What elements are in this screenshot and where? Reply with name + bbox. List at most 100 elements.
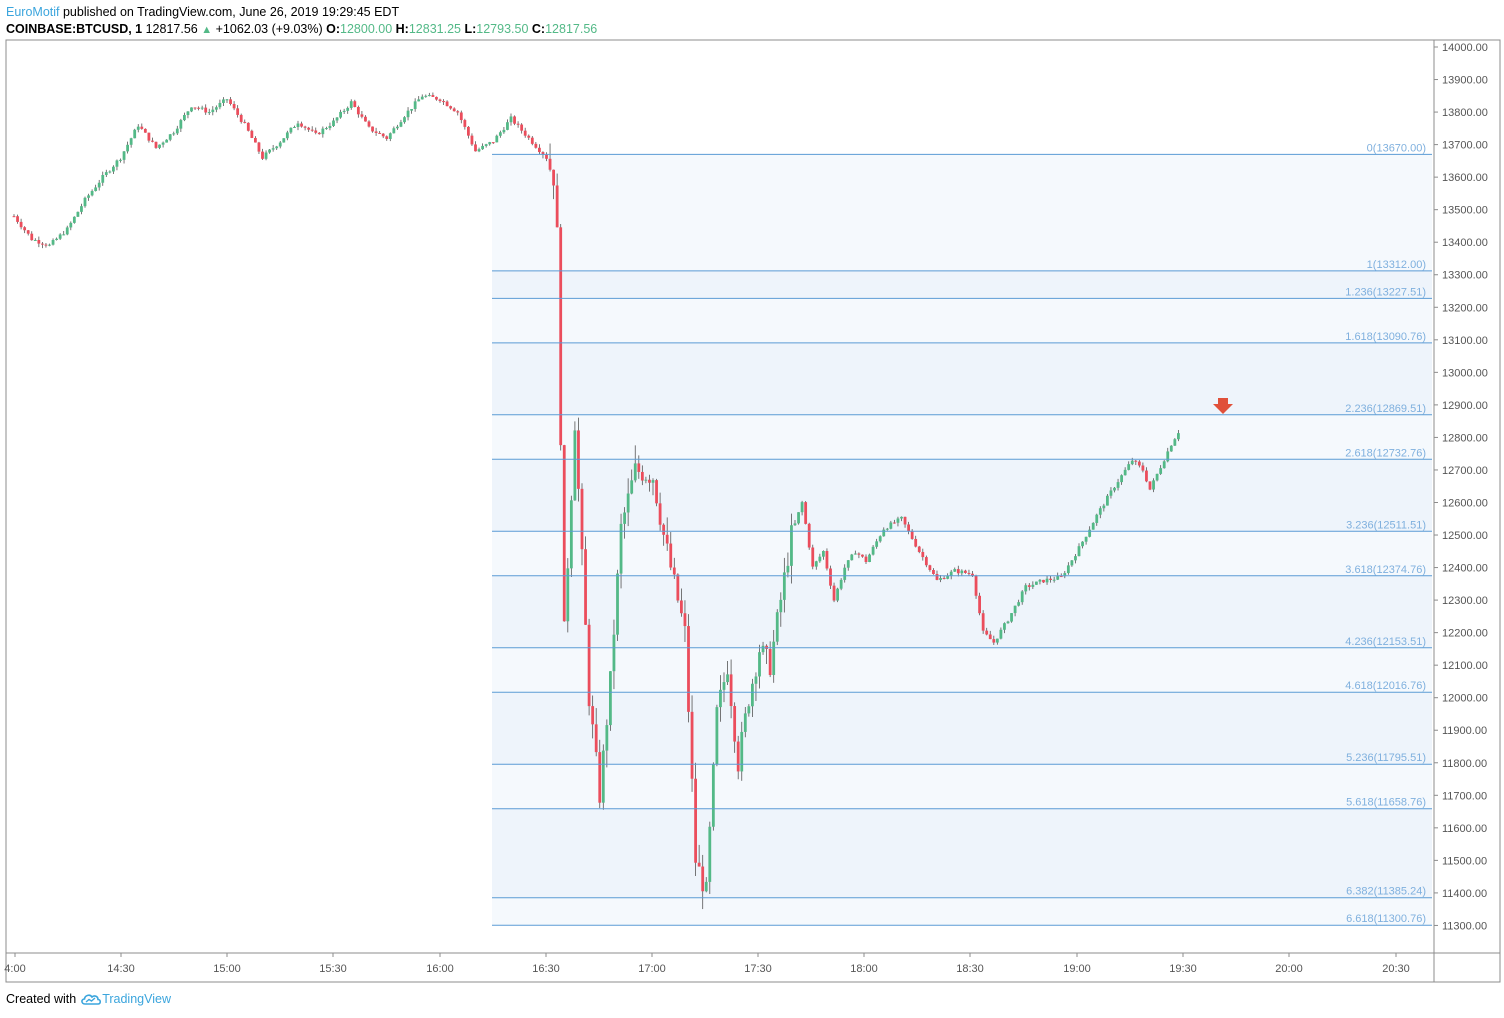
candle-up [814, 561, 818, 567]
fib-level-label: 3.618(12374.76) [1345, 564, 1426, 576]
candle-down [680, 600, 683, 614]
candle-up [708, 826, 712, 882]
candle-down [303, 126, 307, 128]
candle-up [793, 523, 797, 526]
candle-down [474, 144, 477, 152]
candle-up [797, 512, 800, 524]
candle-up [168, 134, 172, 140]
price-tick-label: 13900.00 [1442, 75, 1488, 87]
candle-up [1088, 529, 1092, 537]
candle-up [506, 122, 509, 130]
high-label: H: [395, 22, 409, 36]
candle-up [846, 560, 850, 568]
candle-up [328, 125, 332, 129]
candle-up [1066, 565, 1070, 574]
candle-up [1045, 578, 1049, 583]
candle-down [147, 132, 151, 141]
price-tick-label: 13400.00 [1442, 237, 1488, 249]
time-tick-label: 16:00 [426, 963, 454, 975]
candle-up [1102, 505, 1106, 509]
candle-up [55, 238, 58, 240]
candle-up [790, 525, 793, 566]
candle-up [726, 674, 729, 683]
candle-down [690, 711, 694, 779]
time-tick-label: 17:30 [744, 963, 772, 975]
time-axis[interactable]: 4:00 14:30 15:00 15:30 16:00 16:30 17:00 17:30 1… [4, 953, 1410, 975]
candle-down [314, 130, 318, 133]
candle-down [857, 553, 861, 555]
candle-down [935, 574, 939, 580]
candle-down [374, 131, 378, 133]
price-tick-label: 12800.00 [1442, 432, 1488, 444]
candle-up [747, 706, 751, 714]
candle-up [321, 128, 325, 135]
candle-up [396, 126, 399, 129]
candle-up [289, 127, 293, 133]
candle-up [609, 671, 612, 726]
price-tick-label: 13200.00 [1442, 302, 1488, 314]
fib-level-label: 2.236(12869.51) [1345, 403, 1426, 415]
candle-up [1031, 584, 1035, 587]
candle-up [183, 114, 186, 121]
candle-down [964, 570, 967, 573]
price-axis[interactable]: 14000.00 13900.00 13800.00 13700.00 13600.00… [1434, 42, 1488, 932]
candle-up [612, 634, 616, 672]
candle-up [715, 707, 719, 765]
candle-down [640, 471, 644, 481]
candle-down [197, 107, 200, 109]
price-tick-label: 12500.00 [1442, 530, 1488, 542]
time-tick-label: 16:30 [532, 963, 560, 975]
candle-down [662, 524, 666, 535]
candle-up [33, 239, 37, 241]
candle-up [268, 149, 271, 153]
candle-up [101, 175, 105, 183]
candle-up [502, 129, 506, 133]
candle-down [932, 570, 935, 575]
candle-up [481, 145, 484, 150]
fib-band [492, 459, 1432, 532]
tradingview-logo[interactable]: TradingView [80, 992, 171, 1006]
candle-down [445, 101, 449, 107]
fib-level-label: 5.618(11658.76) [1346, 797, 1426, 809]
candle-down [676, 574, 680, 601]
candle-down [236, 108, 240, 115]
candle-down [356, 107, 360, 115]
candle-down [41, 243, 44, 245]
price-tick-label: 12300.00 [1442, 595, 1488, 607]
candle-down [978, 595, 981, 614]
candle-up [1166, 451, 1170, 462]
candle-down [459, 112, 463, 121]
price-tick-label: 13100.00 [1442, 335, 1488, 347]
price-tick-label: 12400.00 [1442, 563, 1488, 575]
candle-up [1091, 522, 1095, 530]
time-tick-label: 15:00 [213, 963, 241, 975]
time-tick-label: 19:00 [1063, 963, 1091, 975]
fib-band [492, 154, 1432, 271]
high-value: 12831.25 [408, 22, 461, 36]
candle-up [158, 144, 161, 148]
candle-up [172, 133, 176, 135]
candle-up [332, 120, 335, 126]
candle-down [1134, 460, 1138, 462]
candle-up [1056, 576, 1060, 580]
publish-line: EuroMotif published on TradingView.com, … [6, 5, 399, 19]
fib-level-label: 1.618(13090.76) [1345, 331, 1426, 343]
candle-down [435, 96, 438, 100]
candle-up [80, 206, 83, 212]
candle-up [839, 579, 843, 589]
fib-retracement-lines[interactable]: 0(13670.00) 1(13312.00) 1.236(13227.51) 1.6… [492, 142, 1432, 926]
candle-up [175, 128, 179, 134]
candle-down [30, 233, 34, 241]
candle-down [250, 130, 254, 138]
close-label: C: [531, 22, 546, 36]
candle-up [94, 187, 98, 192]
candle-up [1074, 556, 1077, 561]
candle-up [72, 216, 76, 223]
price-tick-label: 12600.00 [1442, 497, 1488, 509]
author-link[interactable]: EuroMotif [6, 5, 60, 19]
candle-up [623, 512, 626, 524]
candle-up [325, 128, 328, 130]
candle-down [257, 142, 261, 152]
candle-up [349, 101, 353, 108]
